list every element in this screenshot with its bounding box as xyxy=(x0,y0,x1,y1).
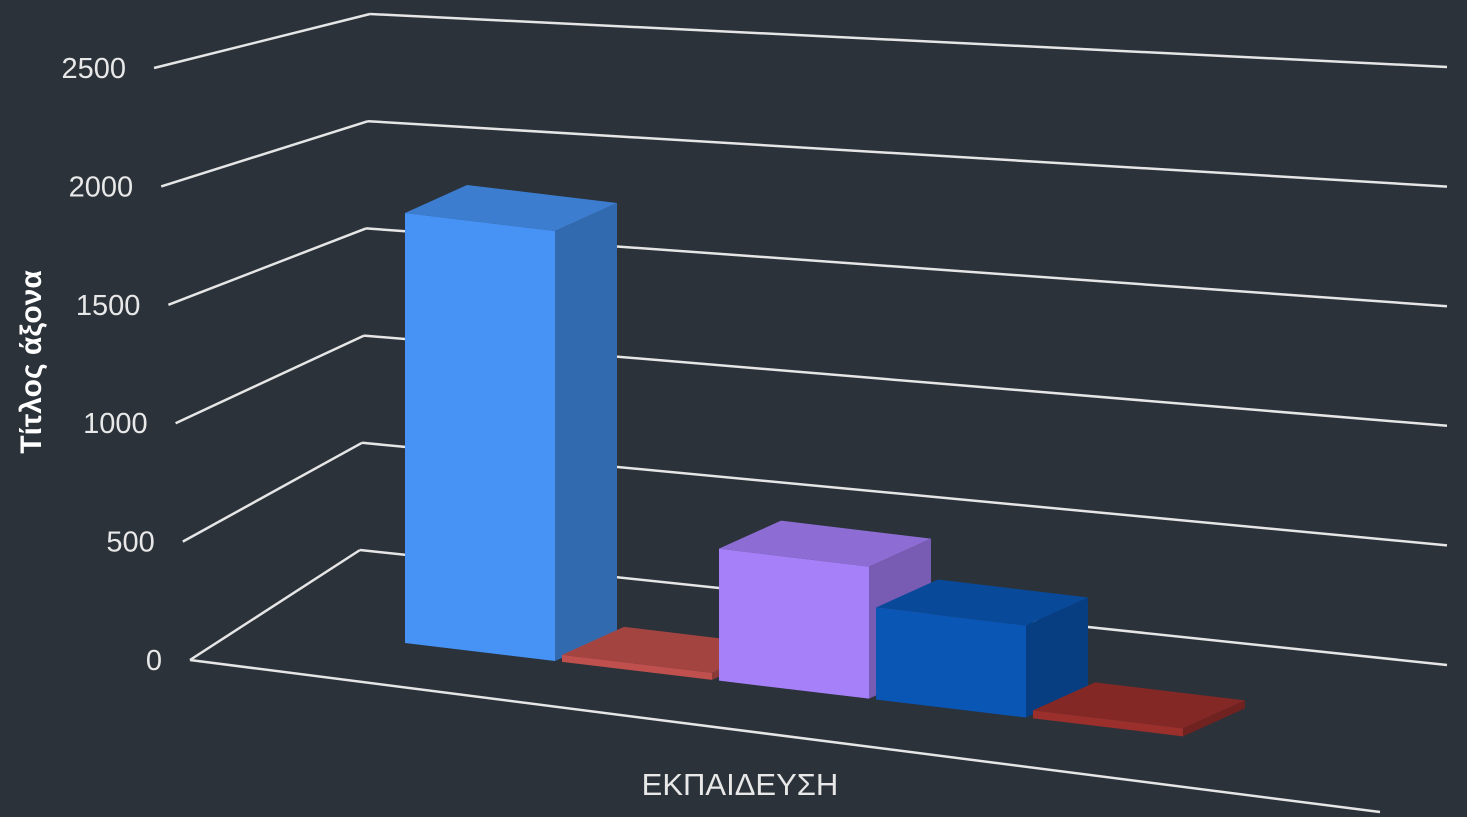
bar-side xyxy=(1183,700,1245,737)
floor-front-edge xyxy=(189,658,1381,814)
y-tick-label: 500 xyxy=(106,527,154,559)
bar-side xyxy=(555,203,617,661)
bar-top xyxy=(405,185,617,231)
bar-top xyxy=(719,520,931,567)
gridline-side xyxy=(175,334,365,425)
gridlines xyxy=(153,12,1448,814)
bars xyxy=(405,185,1245,737)
bar-front xyxy=(562,654,712,680)
bar-front xyxy=(405,213,555,661)
bar xyxy=(405,185,617,661)
y-tick-label: 1000 xyxy=(83,408,148,440)
gridline-side xyxy=(153,12,371,70)
gridline-side xyxy=(160,120,369,188)
y-tick-label: 1500 xyxy=(76,290,141,322)
bar-front xyxy=(876,607,1026,718)
y-tick-label: 2500 xyxy=(61,53,126,85)
y-tick-label: 0 xyxy=(146,645,162,677)
y-tick-label: 2000 xyxy=(69,171,134,203)
x-category-label: ΕΚΠΑΙΔΕΥΣΗ xyxy=(642,767,839,802)
gridline-side xyxy=(189,548,361,662)
gridline-back xyxy=(367,119,1448,188)
bar-side xyxy=(1026,597,1088,718)
gridline-back xyxy=(369,12,1448,69)
y-axis-title: Τίτλος άξονα xyxy=(15,270,48,454)
gridline-side xyxy=(167,227,367,306)
bar-top xyxy=(876,579,1088,626)
gridline-side xyxy=(182,441,363,543)
bar-top xyxy=(1033,682,1245,729)
y-axis-ticks: 0 500 1000 1500 2000 2500 xyxy=(61,53,162,677)
bar xyxy=(876,579,1088,718)
bar-front xyxy=(1033,710,1183,737)
bar xyxy=(1033,682,1245,737)
bar-front xyxy=(719,548,869,699)
